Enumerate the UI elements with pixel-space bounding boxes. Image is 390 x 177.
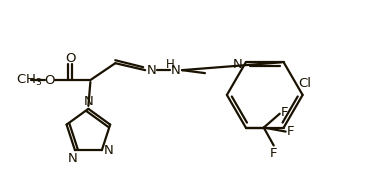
Text: F: F xyxy=(281,106,289,119)
Text: O: O xyxy=(65,52,76,65)
Text: N: N xyxy=(104,144,114,157)
Text: N: N xyxy=(83,95,93,108)
Text: F: F xyxy=(287,125,294,138)
Text: N: N xyxy=(233,58,243,71)
Text: H: H xyxy=(166,58,174,71)
Text: N: N xyxy=(68,152,78,165)
Text: Cl: Cl xyxy=(298,76,311,90)
Text: F: F xyxy=(270,147,277,160)
Text: N: N xyxy=(171,64,181,77)
Text: CH$_3$: CH$_3$ xyxy=(16,73,42,88)
Text: N: N xyxy=(146,64,156,77)
Text: O: O xyxy=(44,74,55,87)
